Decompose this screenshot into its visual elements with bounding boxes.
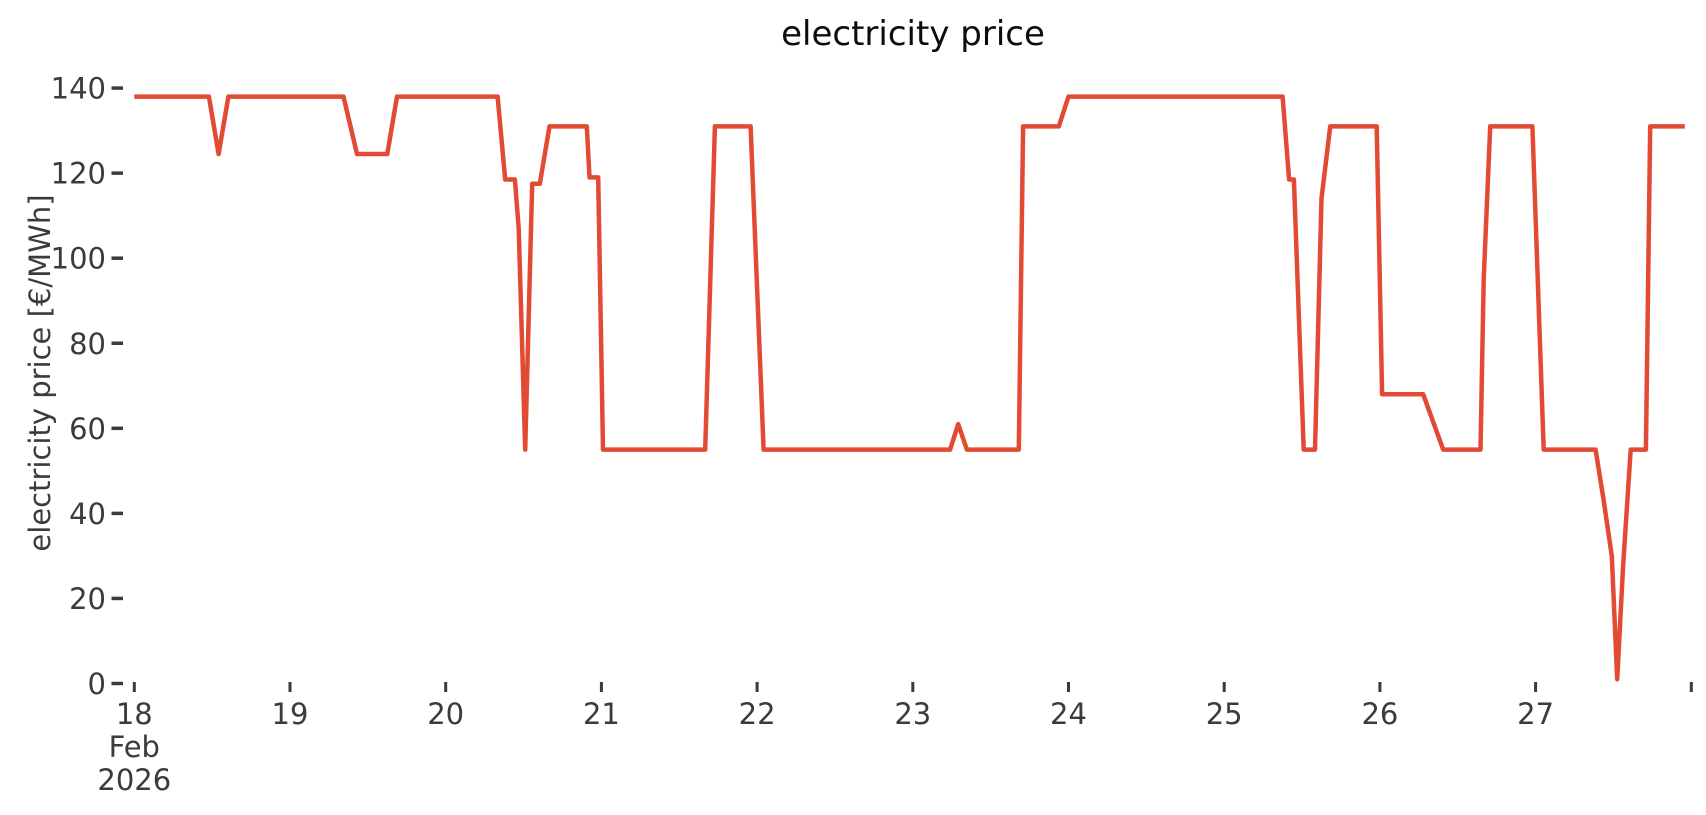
x-tick-label: 27 [1517, 697, 1554, 731]
y-tick-label: 140 [51, 72, 106, 106]
x-tick-label: 25 [1206, 697, 1243, 731]
x-tick-sublabel: Feb [109, 730, 160, 764]
x-tick-label: 23 [894, 697, 931, 731]
x-tick-label: 21 [583, 697, 620, 731]
x-tick-label: 22 [739, 697, 776, 731]
x-tick-sublabel: 2026 [97, 763, 171, 797]
y-tick-label: 80 [69, 327, 106, 361]
x-tick-label: 24 [1050, 697, 1087, 731]
y-tick-label: 100 [51, 242, 106, 276]
price-line [134, 94, 1685, 682]
x-tick-label: 19 [272, 697, 309, 731]
chart-title: electricity price [781, 14, 1045, 54]
x-tick-label: 18 [116, 697, 153, 731]
x-tick-label: 20 [427, 697, 464, 731]
y-tick-label: 40 [69, 497, 106, 531]
x-tick-label: 26 [1361, 697, 1398, 731]
y-tick-label: 120 [51, 157, 106, 191]
y-tick-label: 0 [88, 667, 106, 701]
y-tick-label: 60 [69, 412, 106, 446]
y-tick-label: 20 [69, 582, 106, 616]
y-axis-label: electricity price [€/MWh] [23, 194, 57, 552]
